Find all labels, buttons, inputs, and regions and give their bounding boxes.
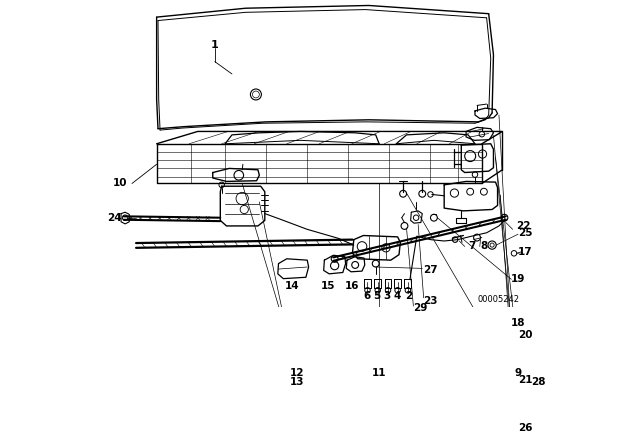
Text: 20: 20 bbox=[518, 331, 532, 340]
Text: 3: 3 bbox=[384, 291, 391, 301]
Text: 19: 19 bbox=[511, 274, 525, 284]
Text: 7: 7 bbox=[468, 241, 476, 251]
Text: 28: 28 bbox=[531, 377, 546, 387]
Text: 8: 8 bbox=[480, 241, 488, 251]
Text: 13: 13 bbox=[290, 377, 304, 387]
Text: 1: 1 bbox=[211, 39, 219, 49]
Text: 27: 27 bbox=[423, 265, 438, 276]
Text: 22: 22 bbox=[516, 221, 530, 231]
Text: 21: 21 bbox=[518, 375, 532, 385]
Text: 29: 29 bbox=[413, 303, 428, 313]
Text: 12: 12 bbox=[290, 368, 304, 378]
Text: 6: 6 bbox=[363, 291, 371, 301]
Text: 25: 25 bbox=[518, 228, 532, 238]
Text: 9: 9 bbox=[515, 368, 522, 378]
Text: 24: 24 bbox=[107, 213, 122, 223]
Text: 15: 15 bbox=[321, 281, 335, 291]
Text: 26: 26 bbox=[518, 423, 532, 433]
Text: 11: 11 bbox=[372, 368, 387, 378]
Text: 18: 18 bbox=[511, 318, 525, 328]
Text: 5: 5 bbox=[374, 291, 381, 301]
Text: 23: 23 bbox=[423, 296, 438, 306]
Text: 17: 17 bbox=[518, 247, 532, 257]
Text: 10: 10 bbox=[113, 178, 127, 189]
Text: 4: 4 bbox=[394, 291, 401, 301]
Text: 2: 2 bbox=[405, 291, 412, 301]
Text: 14: 14 bbox=[285, 281, 300, 291]
Text: 00005242: 00005242 bbox=[478, 295, 520, 304]
Text: 16: 16 bbox=[344, 281, 359, 291]
